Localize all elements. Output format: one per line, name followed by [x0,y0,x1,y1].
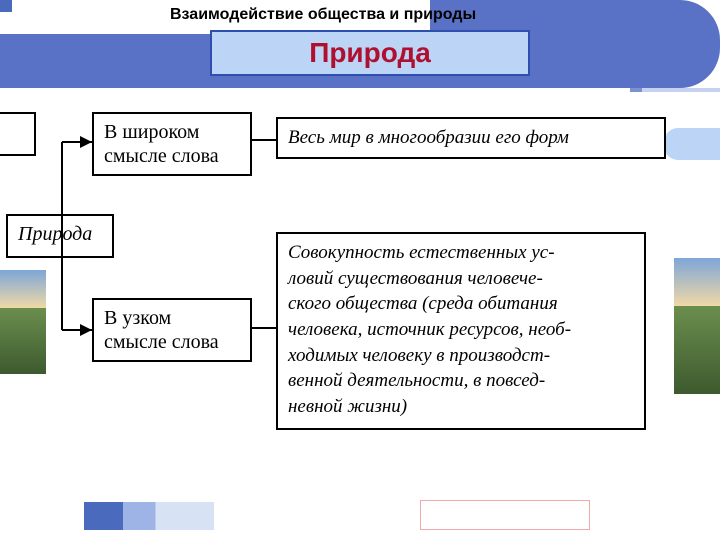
photo-left [0,270,46,374]
footer-decoration-right [420,500,590,530]
footer-decoration-left [84,502,214,530]
node-sense-narrow: В узкомсмысле слова [92,298,252,362]
corner-top-left [0,0,12,12]
photo-sky [674,258,720,306]
header-accent [630,88,720,92]
main-title-box: Природа [210,30,530,76]
photo-land [0,308,46,374]
photo-right [674,258,720,394]
stub-box-left [0,112,36,156]
node-sense-broad: В широкомсмысле слова [92,112,252,176]
node-definition-narrow: Совокупность естественных ус-ловий сущес… [276,232,646,430]
slide-title: Взаимодействие общества и природы [170,6,476,24]
node-definition-broad: Весь мир в многообразии его форм [276,117,666,159]
node-root: Природа [6,214,114,258]
photo-sky [0,270,46,308]
main-title-text: Природа [309,37,431,69]
stub-box-right [664,128,720,160]
photo-land [674,306,720,394]
